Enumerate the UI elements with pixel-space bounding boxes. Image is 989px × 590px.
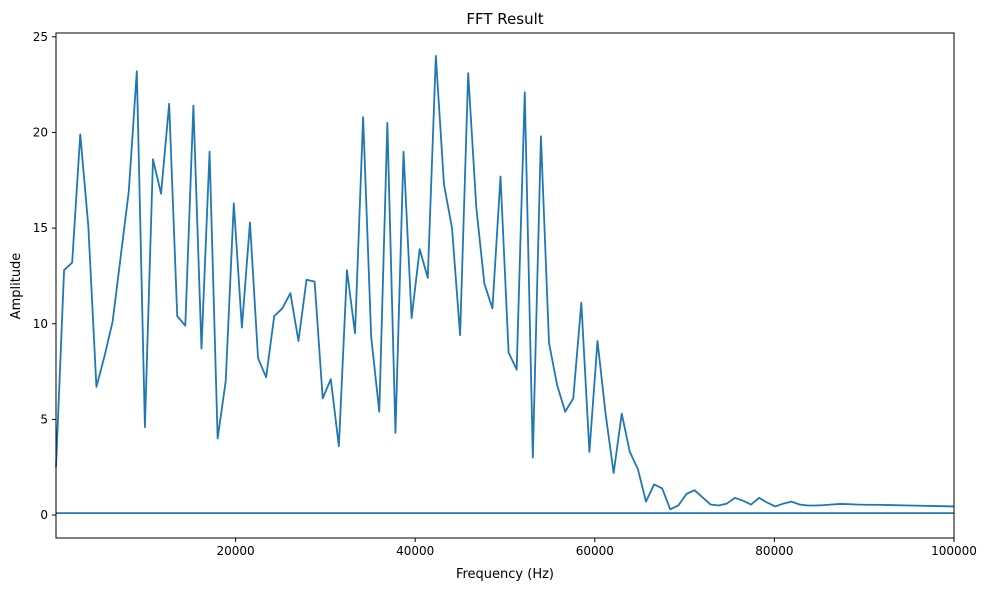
y-tick-label: 5	[40, 412, 48, 426]
x-axis-label: Frequency (Hz)	[456, 567, 554, 582]
x-axis: 20000 40000 60000 80000 100000	[217, 538, 977, 558]
chart-title: FFT Result	[466, 10, 543, 28]
x-tick-label: 60000	[576, 544, 614, 558]
y-axis: 0 5 10 15 20 25	[33, 30, 56, 522]
y-axis-label: Amplitude	[9, 253, 24, 320]
series-line-1	[55, 55, 955, 511]
y-tick-label: 0	[40, 508, 48, 522]
series-layer	[55, 55, 955, 515]
y-tick-label: 15	[33, 221, 48, 235]
x-tick-label: 40000	[396, 544, 434, 558]
y-tick-label: 20	[33, 125, 48, 139]
y-tick-label: 25	[33, 30, 48, 44]
y-tick-label: 10	[33, 317, 48, 331]
x-tick-label: 80000	[755, 544, 793, 558]
x-tick-label: 20000	[217, 544, 255, 558]
plot-frame	[55, 32, 955, 539]
x-tick-label: 100000	[931, 544, 977, 558]
